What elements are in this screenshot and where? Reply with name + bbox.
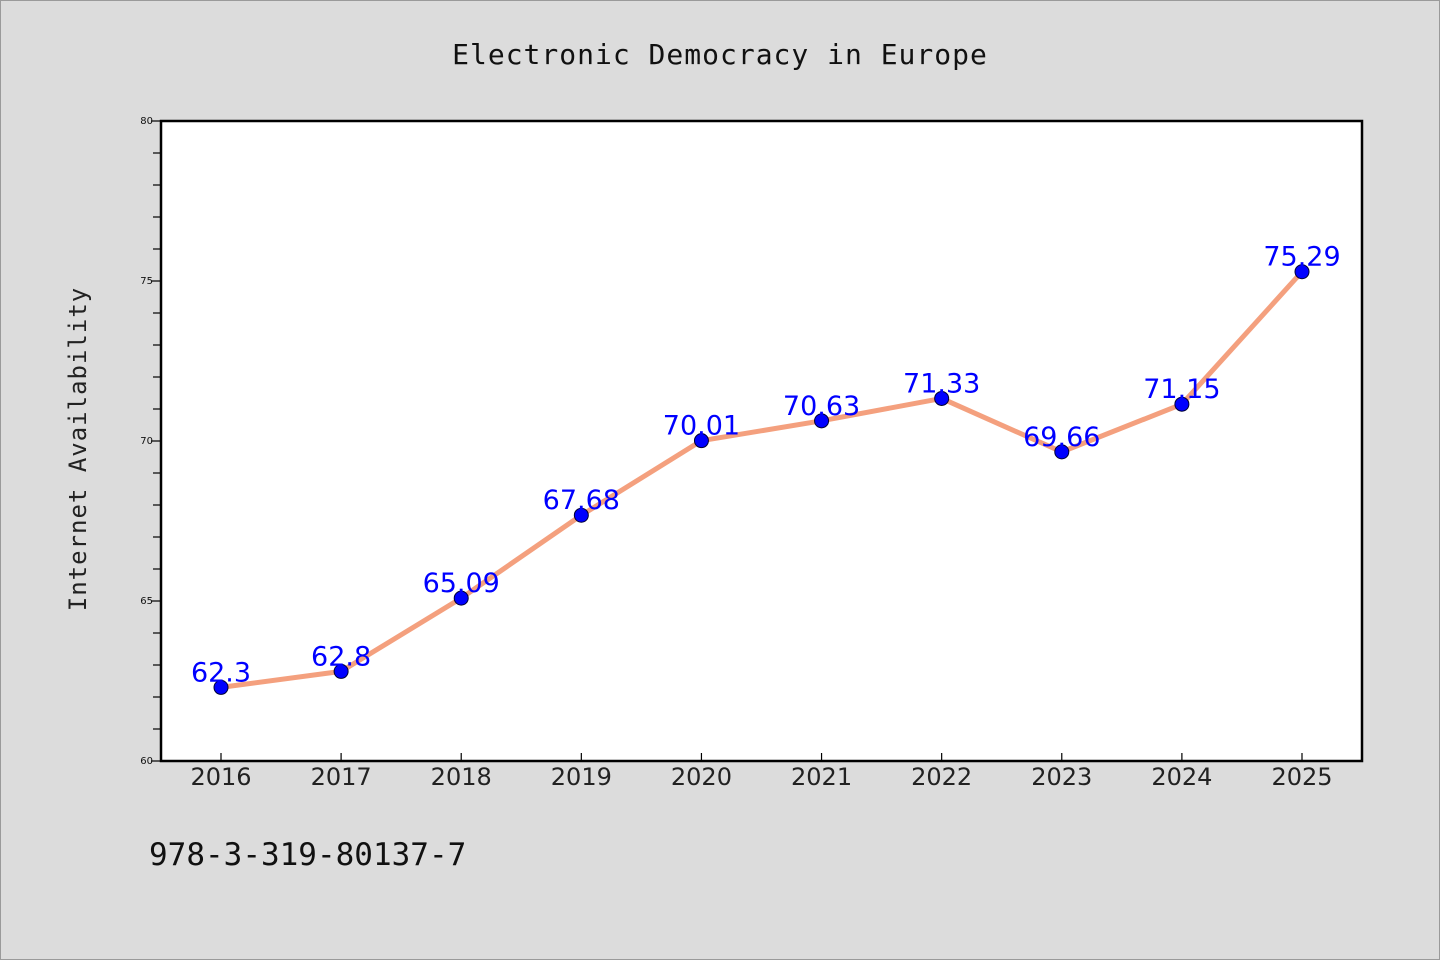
y-tick-label: 75 [140,276,153,287]
y-axis-label: Internet Availability [64,287,92,611]
plot-area [159,119,1364,763]
x-tick-label: 2020 [671,763,732,791]
data-label: 69.66 [1023,422,1100,453]
x-tick-label: 2019 [551,763,612,791]
data-label: 62.3 [191,657,251,688]
chart-title: Electronic Democracy in Europe [452,38,988,71]
x-tick-label: 2025 [1271,763,1332,791]
x-tick-label: 2024 [1151,763,1212,791]
data-point [333,663,349,679]
x-axis-ticks: 2016 2017 2018 2019 2020 2021 2022 2023 2024 2025 [190,753,1333,791]
y-tick-label: 80 [140,116,153,127]
data-label: 70.63 [783,391,860,422]
x-tick-label: 2016 [190,763,251,791]
data-point [1174,396,1190,412]
data-point [573,507,589,523]
series-line [218,269,1305,690]
data-point [213,679,229,695]
data-point [934,390,950,406]
x-tick-label: 2023 [1031,763,1092,791]
data-label: 62.8 [311,641,371,672]
data-point [814,413,830,429]
x-tick-label: 2017 [311,763,372,791]
series-layer: 62.3 62.8 65.09 67.68 70.01 70.63 71.33 69.66 71… [191,242,1341,695]
y-tick-label: 60 [140,756,153,767]
x-tick-label: 2018 [431,763,492,791]
data-point [1294,264,1310,280]
data-label: 71.15 [1143,374,1220,405]
data-point [693,433,709,449]
data-label: 71.33 [903,368,980,399]
data-label: 65.09 [423,568,500,599]
data-label: 70.01 [663,411,740,442]
isbn-text: 978-3-319-80137-7 [149,837,466,873]
data-label: 75.29 [1263,242,1340,273]
y-axis-ticks: 60 65 70 75 80 [140,116,161,767]
data-point [1054,444,1070,460]
y-tick-label: 65 [140,596,153,607]
x-tick-label: 2022 [911,763,972,791]
x-tick-label: 2021 [791,763,852,791]
y-tick-label: 70 [140,436,153,447]
data-label: 67.68 [543,485,620,516]
data-point [453,590,469,606]
